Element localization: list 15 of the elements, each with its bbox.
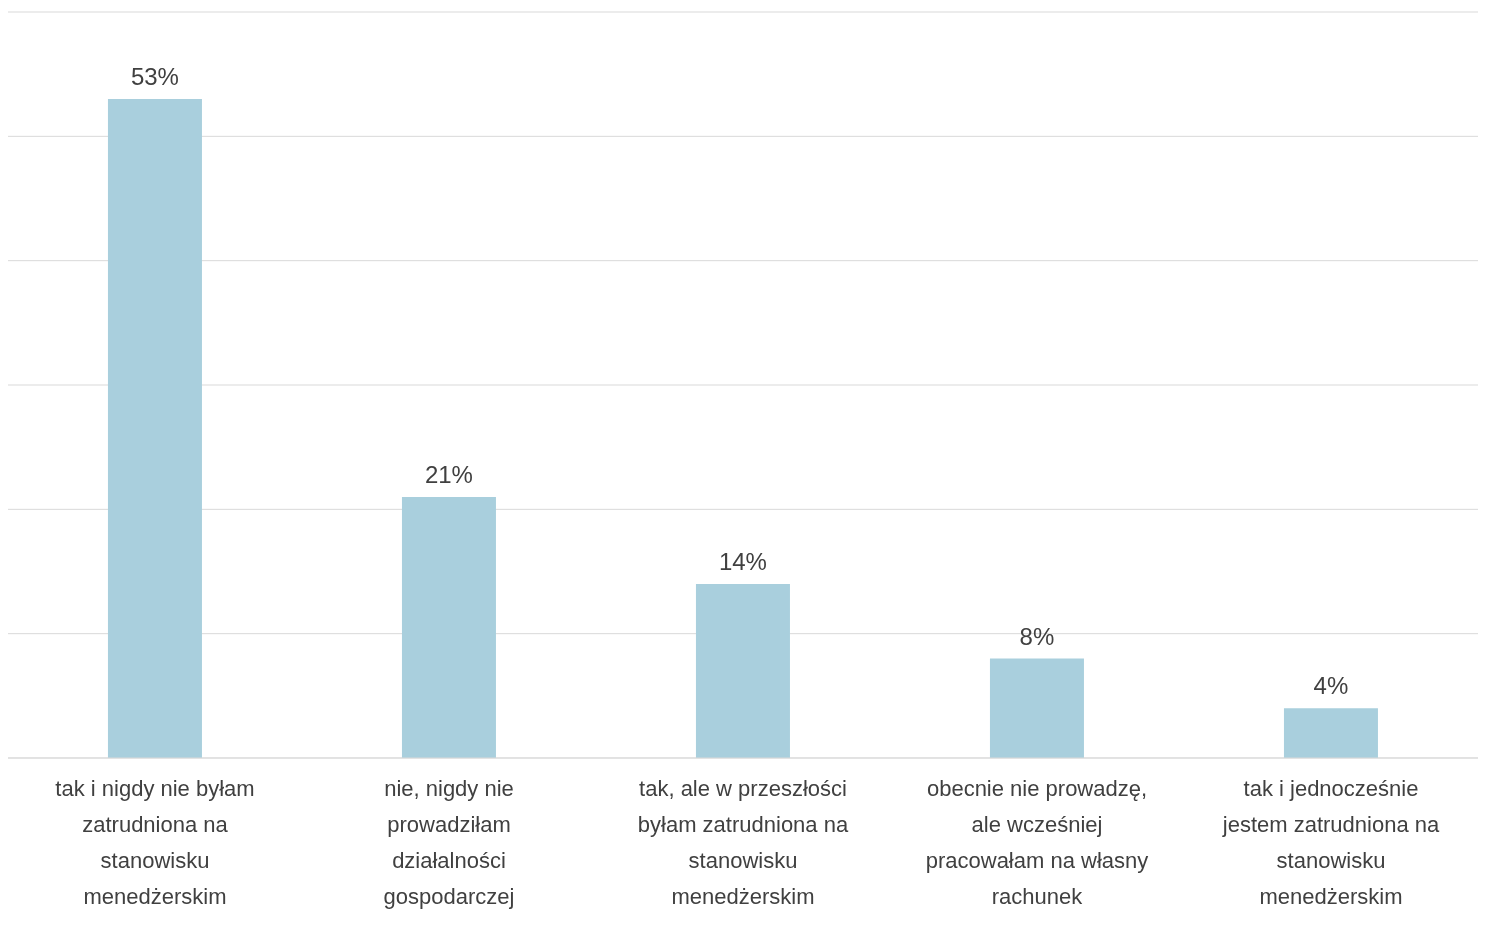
- bar: [401, 496, 496, 758]
- data-label: 14%: [718, 547, 767, 575]
- bar: [989, 658, 1084, 758]
- data-label: 4%: [1313, 672, 1349, 700]
- data-label: 8%: [1019, 622, 1055, 650]
- bar: [695, 583, 790, 758]
- x-tick-label: tak i jednocześnie jestem zatrudniona na stanowisku menedżerskim: [1221, 776, 1440, 909]
- x-tick-label: nie, nigdy nie prowadziłam działalności gospodarczej: [383, 776, 515, 909]
- data-label: 21%: [424, 460, 473, 488]
- bar: [107, 99, 202, 758]
- x-tick-label: tak, ale w przeszłości byłam zatrudniona na stanowisku menedżerskim: [637, 776, 849, 909]
- data-label: 53%: [130, 63, 179, 91]
- x-tick-label: obecnie nie prowadzę, ale wcześniej pracowałam na własny rachunek: [925, 776, 1149, 909]
- x-tick-label: tak i nigdy nie byłam zatrudniona na stanowisku menedżerskim: [55, 776, 255, 909]
- bar: [1283, 708, 1378, 758]
